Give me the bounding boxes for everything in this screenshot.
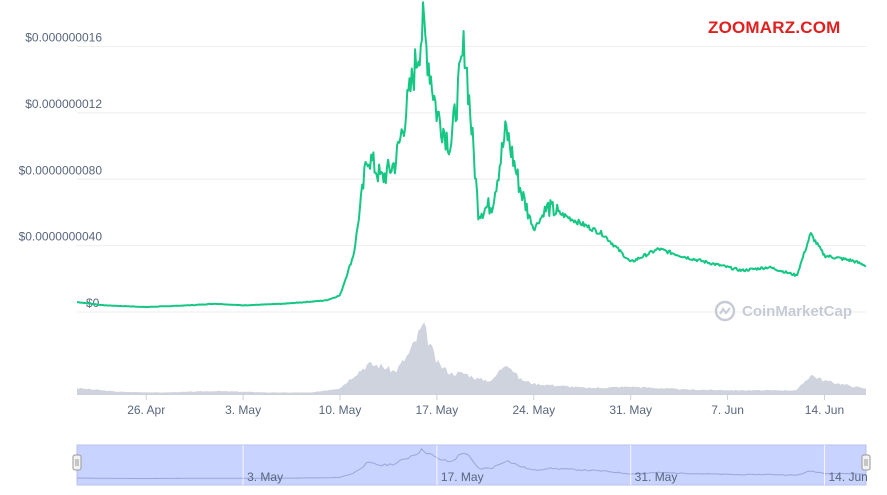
navigator-series-line xyxy=(76,447,867,480)
y-tick-label: $0.000000016 xyxy=(25,31,102,45)
x-tick-label: 26. Apr xyxy=(127,403,165,417)
x-tick-label: 10. May xyxy=(319,403,362,417)
navigator-tick-label: 14. Jun xyxy=(828,470,867,484)
navigator-tick-label: 17. May xyxy=(441,470,484,484)
volume-area xyxy=(77,322,866,394)
watermark-title: ZOOMARZ.COM xyxy=(708,18,841,37)
x-tick-label: 7. Jun xyxy=(711,403,744,417)
x-tick-label: 24. May xyxy=(512,403,555,417)
y-tick-label: $0.000000012 xyxy=(25,97,102,111)
x-tick-label: 17. May xyxy=(416,403,459,417)
navigator-handle-right[interactable] xyxy=(861,454,871,471)
coinmarketcap-label: CoinMarketCap xyxy=(742,302,853,320)
coinmarketcap-logo-icon xyxy=(714,300,736,322)
coinmarketcap-brand: CoinMarketCap xyxy=(714,300,852,322)
x-tick-label: 31. May xyxy=(609,403,652,417)
navigator-handle-left[interactable] xyxy=(72,454,82,471)
x-tick-label: 3. May xyxy=(225,403,261,417)
y-tick-label: $0.0000000040 xyxy=(19,230,103,244)
navigator-tick-label: 31. May xyxy=(635,470,678,484)
y-tick-label: $0.0000000080 xyxy=(19,163,103,177)
navigator-tick-label: 3. May xyxy=(247,470,283,484)
x-tick-label: 14. Jun xyxy=(805,403,844,417)
price-line-series xyxy=(77,1,867,309)
